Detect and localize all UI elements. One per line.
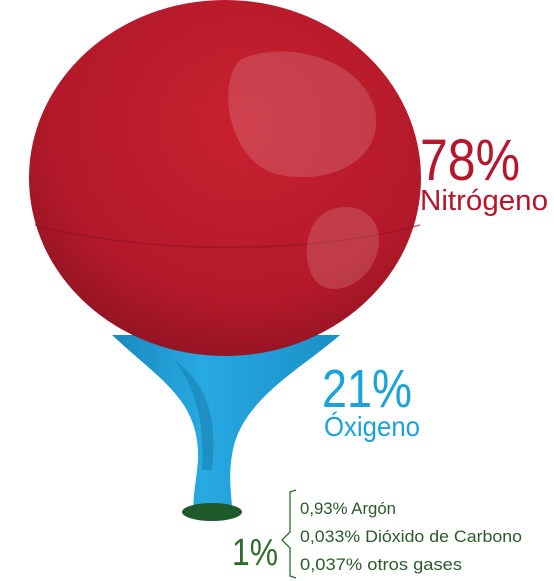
base — [182, 503, 242, 521]
oxygen-funnel — [112, 335, 340, 512]
nitrogen-sphere — [29, 0, 421, 356]
other-item: 0,93% Argón — [300, 499, 396, 518]
bracket — [281, 489, 297, 579]
oxygen-percent: 21% — [322, 359, 412, 419]
other-item: 0,037% otros gases — [300, 555, 462, 574]
nitrogen-name: Nitrógeno — [420, 185, 548, 217]
sphere-seam — [34, 224, 421, 249]
nitrogen-percent: 78% — [420, 128, 520, 193]
sphere-highlight — [306, 206, 380, 289]
funnel-shade — [175, 360, 214, 470]
oxygen-name: Óxigeno — [324, 411, 420, 442]
sphere-highlight — [228, 51, 377, 178]
other-item: 0,033% Dióxido de Carbono — [300, 527, 522, 546]
other-percent: 1% — [232, 532, 278, 574]
